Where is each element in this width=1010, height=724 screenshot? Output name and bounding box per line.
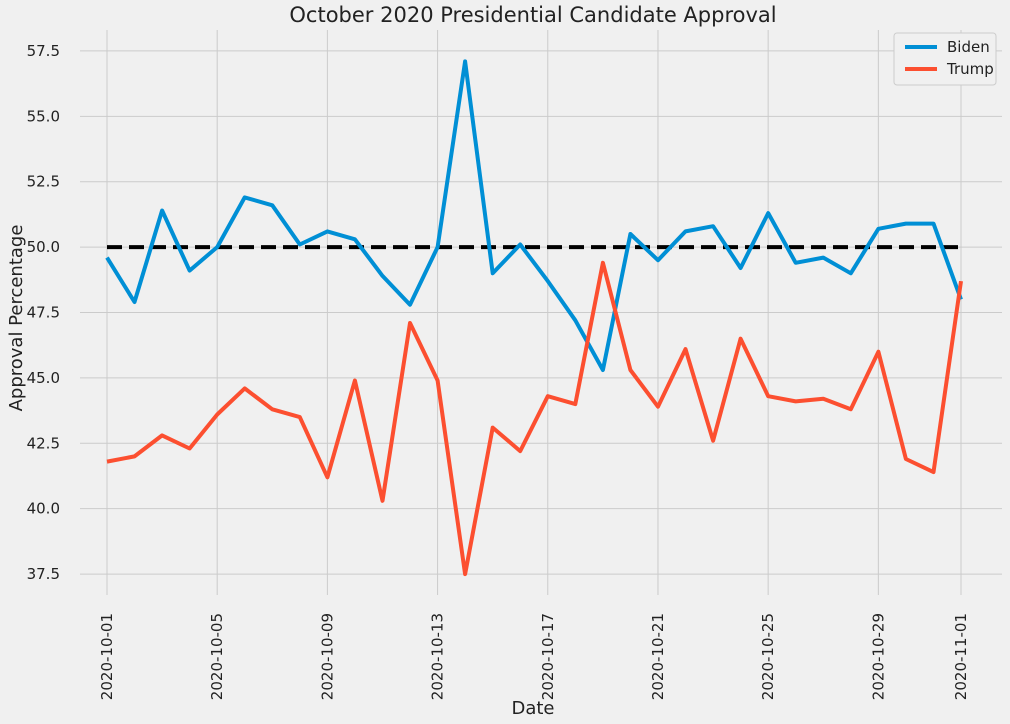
legend: Biden Trump xyxy=(893,32,997,86)
x-tick-label: 2020-10-29 xyxy=(869,613,887,700)
series-line-biden xyxy=(105,59,963,372)
x-tick-label: 2020-10-01 xyxy=(98,613,116,700)
y-tick-label: 52.5 xyxy=(27,173,60,191)
x-tick-label: 2020-10-21 xyxy=(649,613,667,700)
y-tick-label: 50.0 xyxy=(27,238,60,256)
y-tick-label: 57.5 xyxy=(27,42,60,60)
x-tick-label: 2020-10-13 xyxy=(429,613,447,700)
x-tick-label: 2020-10-09 xyxy=(318,613,336,700)
x-tick-label: 2020-10-25 xyxy=(759,613,777,700)
x-tick-label: 2020-11-01 xyxy=(952,613,970,700)
series-lines xyxy=(105,59,963,577)
y-tick-labels: 37.5 40.0 42.5 45.0 47.5 50.0 52.5 55.0 57.5 xyxy=(27,42,60,583)
chart-title: October 2020 Presidential Candidate Appr… xyxy=(289,3,776,27)
y-tick-label: 45.0 xyxy=(27,369,60,387)
legend-label-trump: Trump xyxy=(946,60,994,78)
x-axis-title: Date xyxy=(511,698,554,719)
grid xyxy=(80,30,1002,595)
x-tick-label: 2020-10-05 xyxy=(208,613,226,700)
legend-label-biden: Biden xyxy=(947,38,990,56)
y-tick-label: 42.5 xyxy=(27,434,60,452)
y-tick-label: 47.5 xyxy=(27,304,60,322)
y-tick-label: 55.0 xyxy=(27,107,60,125)
y-tick-label: 37.5 xyxy=(27,565,60,583)
y-axis-title: Approval Percentage xyxy=(6,225,27,412)
y-tick-label: 40.0 xyxy=(27,500,60,518)
x-tick-label: 2020-10-17 xyxy=(539,613,557,700)
x-tick-labels: 2020-10-01 2020-10-05 2020-10-09 2020-10-13… xyxy=(98,613,970,700)
series-line-trump xyxy=(106,260,963,577)
